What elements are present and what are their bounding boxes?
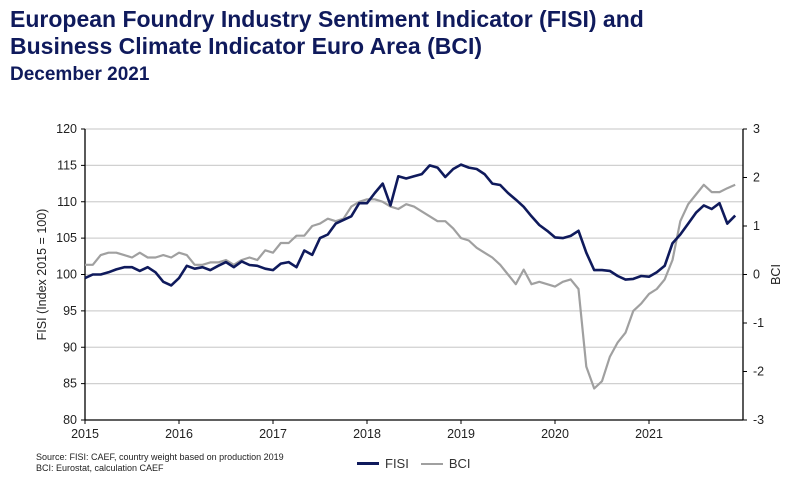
y-tick-label: 120 bbox=[56, 122, 77, 136]
y2-tick-label: -1 bbox=[753, 316, 764, 330]
legend-bci-swatch bbox=[420, 462, 443, 465]
x-tick-label: 2019 bbox=[447, 427, 475, 441]
y-tick-label: 115 bbox=[57, 158, 77, 172]
series-line-fisi bbox=[84, 163, 737, 287]
y-tick-label: 95 bbox=[63, 304, 77, 318]
y-tick-label: 80 bbox=[63, 413, 77, 427]
y-tick-label: 90 bbox=[63, 340, 77, 354]
x-tick-label: 2018 bbox=[353, 427, 381, 441]
y2-tick-label: 1 bbox=[753, 219, 760, 233]
y2-axis-title: BCI bbox=[769, 264, 783, 285]
y-tick-label: 105 bbox=[56, 231, 77, 245]
y2-tick-label: -2 bbox=[753, 365, 764, 379]
source-line-1: Source: FISI: CAEF, country weight based… bbox=[36, 452, 284, 462]
chart-title-line1: European Foundry Industry Sentiment Indi… bbox=[10, 6, 644, 32]
source-note: Source: FISI: CAEF, country weight based… bbox=[36, 452, 284, 474]
legend: FISI BCI bbox=[357, 456, 471, 471]
y-tick-label: 110 bbox=[57, 195, 77, 209]
legend-fisi-swatch bbox=[357, 462, 379, 465]
y2-tick-label: -3 bbox=[753, 413, 764, 427]
chart-title-line2: Business Climate Indicator Euro Area (BC… bbox=[10, 33, 483, 59]
y2-tick-label: 2 bbox=[753, 171, 760, 185]
legend-fisi-label: FISI bbox=[385, 456, 409, 471]
x-tick-label: 2021 bbox=[635, 427, 663, 441]
x-tick-label: 2016 bbox=[165, 427, 193, 441]
series-line-bci bbox=[85, 183, 736, 390]
y-axis-title: FISI (Index 2015 = 100) bbox=[35, 209, 49, 341]
source-line-2: BCI: Eurostat, calculation CAEF bbox=[36, 463, 164, 473]
x-tick-label: 2015 bbox=[71, 427, 99, 441]
x-tick-label: 2020 bbox=[541, 427, 569, 441]
y-tick-label: 85 bbox=[63, 377, 77, 391]
legend-bci-label: BCI bbox=[448, 456, 471, 471]
chart-subtitle: December 2021 bbox=[10, 64, 150, 85]
y2-tick-label: 0 bbox=[753, 268, 760, 282]
x-tick-label: 2017 bbox=[259, 427, 287, 441]
y-tick-label: 100 bbox=[56, 268, 77, 282]
y2-tick-label: 3 bbox=[753, 122, 760, 136]
